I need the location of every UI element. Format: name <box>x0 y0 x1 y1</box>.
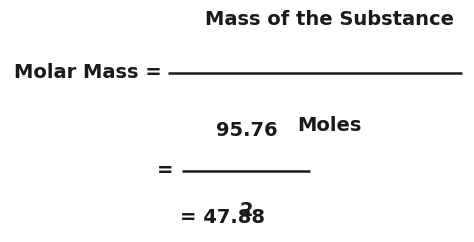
Text: 2: 2 <box>240 201 253 220</box>
Text: =: = <box>157 161 180 180</box>
Text: 95.76: 95.76 <box>216 121 277 140</box>
Text: Molar Mass =: Molar Mass = <box>14 63 169 82</box>
Text: = 47.88: = 47.88 <box>180 208 265 227</box>
Text: Mass of the Substance: Mass of the Substance <box>205 10 454 29</box>
Text: Moles: Moles <box>297 116 362 135</box>
